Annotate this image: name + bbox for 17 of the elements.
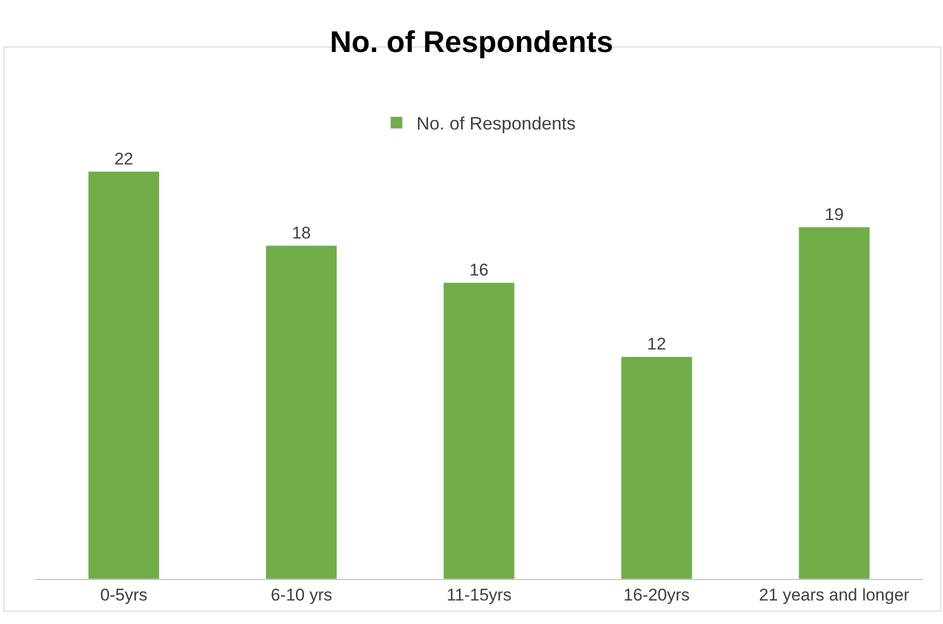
bar <box>266 245 338 579</box>
data-label: 16 <box>470 260 488 280</box>
chart-title: No. of Respondents <box>330 26 614 60</box>
bar <box>443 282 515 579</box>
legend-label: No. of Respondents <box>416 114 576 134</box>
x-tick-label: 6-10 yrs <box>270 585 332 604</box>
bar <box>798 226 870 579</box>
x-tick-label: 16-20yrs <box>624 585 690 604</box>
data-label: 12 <box>647 334 666 354</box>
bar <box>88 171 160 579</box>
data-label: 19 <box>824 205 844 224</box>
x-tick-label: 21 years and longer <box>759 585 910 604</box>
data-label: 22 <box>114 149 134 168</box>
data-label: 18 <box>292 224 311 243</box>
x-tick-label: 0-5yrs <box>100 585 148 604</box>
x-tick-label: 11-15yrs <box>446 585 512 604</box>
bar <box>620 356 692 579</box>
